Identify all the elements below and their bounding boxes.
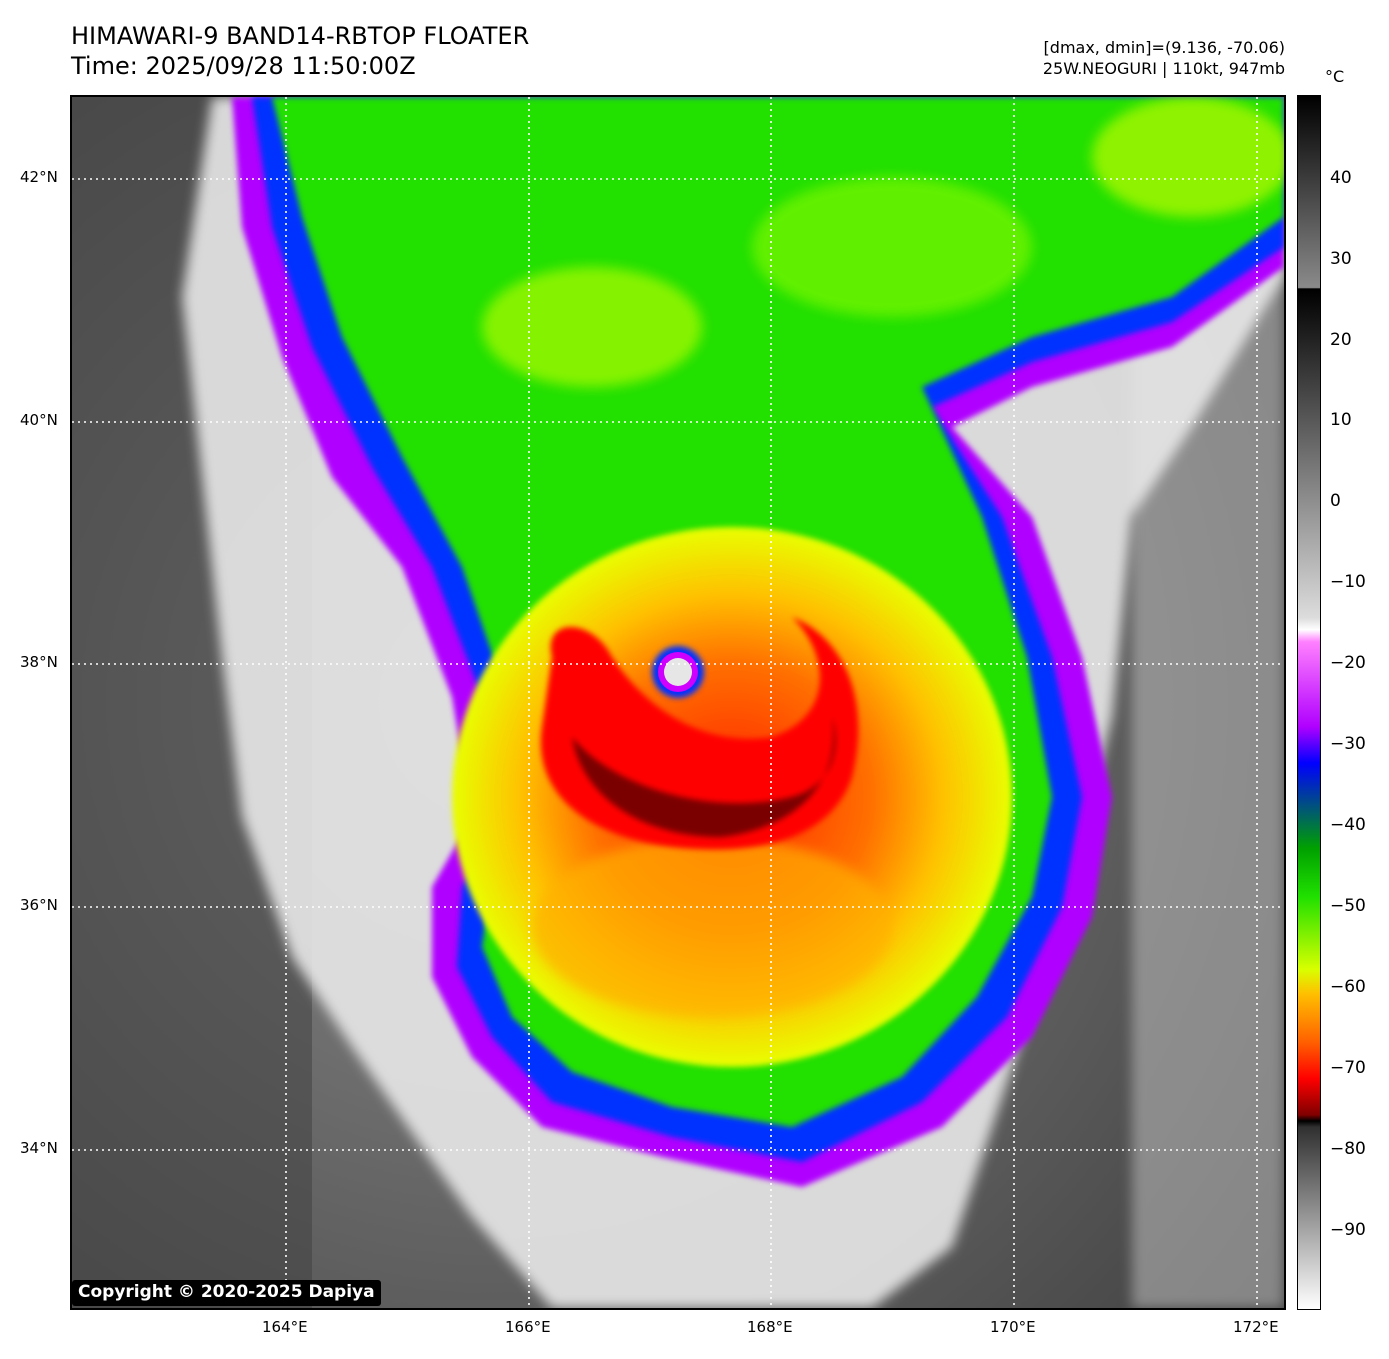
colorbar-tick-40: 40	[1330, 168, 1352, 188]
lat-label-38: 38°N	[20, 653, 58, 671]
colorbar-tick-0: 0	[1330, 491, 1341, 511]
colorbar-tick-m50: −50	[1330, 896, 1366, 916]
chart-timestamp: Time: 2025/09/28 11:50:00Z	[71, 52, 416, 80]
satellite-imagery	[72, 97, 1284, 1308]
colorbar-tick-m10: −10	[1330, 572, 1366, 592]
copyright-label: Copyright © 2020-2025 Dapiya	[72, 1280, 381, 1306]
colorbar-tick-m20: −20	[1330, 653, 1366, 673]
colorbar-tick-20: 20	[1330, 330, 1352, 350]
colorbar-unit: °C	[1325, 67, 1345, 86]
lat-label-42: 42°N	[20, 168, 58, 186]
lon-label-164: 164°E	[262, 1318, 308, 1336]
colorbar-tick-m70: −70	[1330, 1058, 1366, 1078]
lon-label-168: 168°E	[747, 1318, 793, 1336]
colorbar-tick-m60: −60	[1330, 977, 1366, 997]
lon-label-166: 166°E	[505, 1318, 551, 1336]
colorbar-tick-m80: −80	[1330, 1139, 1366, 1159]
colorbar-gradient	[1298, 96, 1320, 1309]
lat-label-36: 36°N	[20, 896, 58, 914]
lon-label-172: 172°E	[1233, 1318, 1279, 1336]
lat-label-40: 40°N	[20, 411, 58, 429]
colorbar-tick-30: 30	[1330, 249, 1352, 269]
lat-lon-grid	[72, 97, 1284, 1308]
colorbar-tick-m40: −40	[1330, 815, 1366, 835]
colorbar	[1297, 95, 1321, 1310]
satellite-map	[70, 95, 1286, 1310]
storm-info: 25W.NEOGURI | 110kt, 947mb	[1042, 59, 1285, 78]
dmax-dmin-readout: [dmax, dmin]=(9.136, -70.06)	[1043, 38, 1285, 57]
lon-label-170: 170°E	[990, 1318, 1036, 1336]
typhoon-eye	[664, 658, 692, 686]
colorbar-tick-10: 10	[1330, 410, 1352, 430]
chart-title: HIMAWARI-9 BAND14-RBTOP FLOATER	[71, 22, 530, 50]
colorbar-tick-m30: −30	[1330, 734, 1366, 754]
lat-label-34: 34°N	[20, 1139, 58, 1157]
colorbar-tick-m90: −90	[1330, 1220, 1366, 1240]
